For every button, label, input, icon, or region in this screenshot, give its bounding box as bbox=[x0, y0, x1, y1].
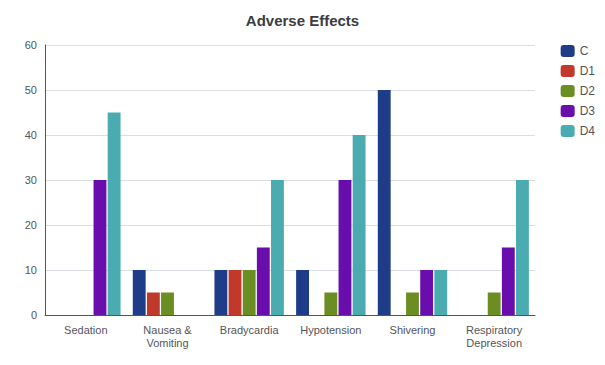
svg-text:Bradycardia: Bradycardia bbox=[220, 324, 280, 336]
svg-text:Vomiting: Vomiting bbox=[146, 337, 188, 349]
svg-text:Respiratory: Respiratory bbox=[466, 324, 523, 336]
svg-text:Depression: Depression bbox=[466, 337, 522, 349]
svg-text:40: 40 bbox=[25, 129, 37, 141]
svg-text:50: 50 bbox=[25, 84, 37, 96]
svg-text:60: 60 bbox=[25, 39, 37, 51]
svg-text:Adverse Effects: Adverse Effects bbox=[246, 12, 359, 29]
svg-text:0: 0 bbox=[31, 309, 37, 321]
svg-text:10: 10 bbox=[25, 264, 37, 276]
svg-text:C: C bbox=[580, 44, 589, 58]
svg-text:20: 20 bbox=[25, 219, 37, 231]
svg-text:D3: D3 bbox=[580, 104, 596, 118]
svg-text:D1: D1 bbox=[580, 64, 596, 78]
svg-text:D2: D2 bbox=[580, 84, 596, 98]
svg-text:Hypotension: Hypotension bbox=[300, 324, 361, 336]
svg-text:Nausea &: Nausea & bbox=[143, 324, 192, 336]
svg-text:Shivering: Shivering bbox=[390, 324, 436, 336]
svg-text:Sedation: Sedation bbox=[64, 324, 107, 336]
svg-text:D4: D4 bbox=[580, 124, 596, 138]
svg-text:30: 30 bbox=[25, 174, 37, 186]
